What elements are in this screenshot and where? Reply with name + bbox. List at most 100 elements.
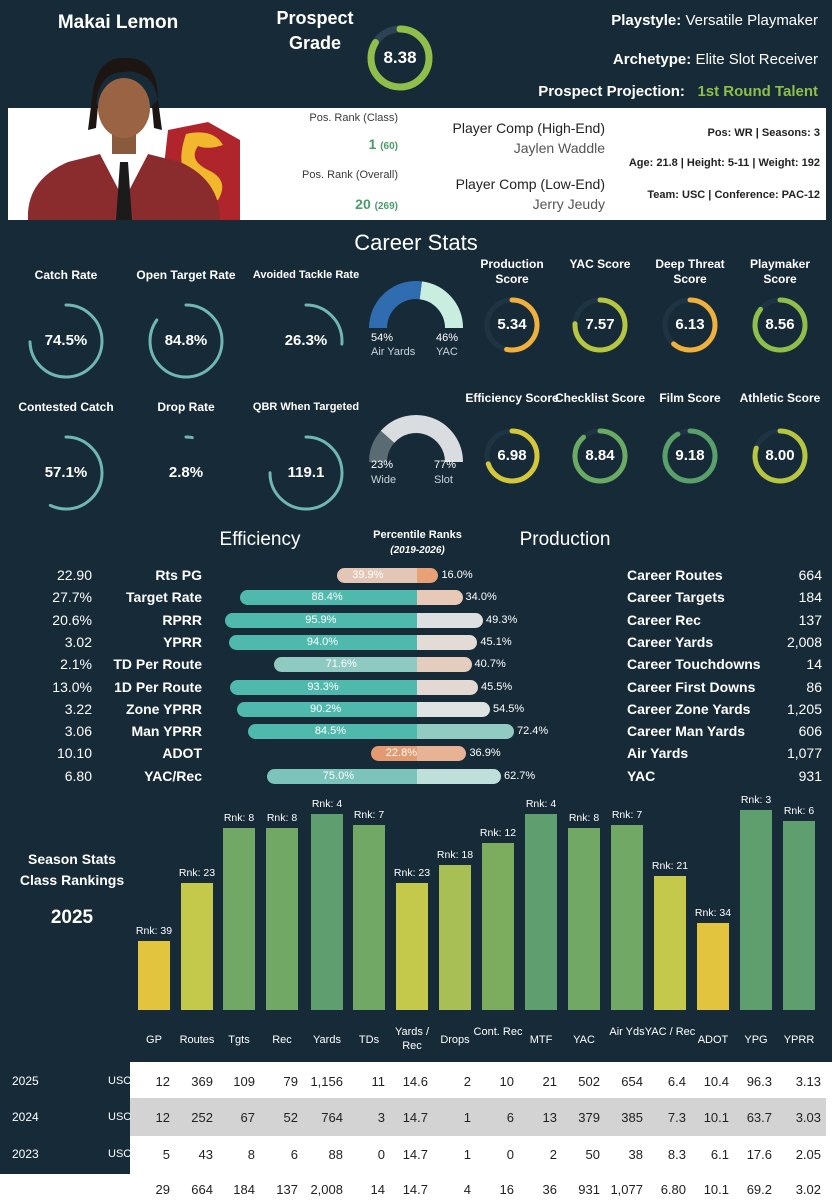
season-table-cell: 13 xyxy=(542,1110,557,1125)
production-pct-label: 45.1% xyxy=(480,635,512,648)
score-ring-arc xyxy=(572,428,628,484)
rank-bar xyxy=(223,828,255,1010)
production-pct-bar xyxy=(417,768,502,784)
rank-bar-label: Rnk: 7 xyxy=(353,808,385,821)
production-value: 137 xyxy=(798,611,822,628)
efficiency-value: 6.80 xyxy=(64,767,92,784)
season-table-cell: 385 xyxy=(621,1110,643,1125)
season-column-header: YAC xyxy=(573,1034,595,1046)
efficiency-label: Target Rate xyxy=(126,589,202,606)
score-ring-value: 6.98 xyxy=(497,447,527,464)
efficiency-pct-label: 93.3% xyxy=(307,680,339,693)
season-table-cell: 10.1 xyxy=(703,1110,729,1125)
pos-rank-class: 1 (60) xyxy=(268,136,398,152)
production-value: 931 xyxy=(798,767,822,784)
production-title: Production xyxy=(519,529,611,550)
season-table-cell: 67 xyxy=(240,1110,255,1125)
rank-bar-label: Rnk: 8 xyxy=(568,812,600,825)
pos-rank-overall: 20 (269) xyxy=(268,196,398,212)
score-ring-label: Deep Threat Score xyxy=(655,257,725,286)
percentile-subtitle: (2019-2026) xyxy=(390,545,445,556)
season-table-cell: 764 xyxy=(321,1110,343,1125)
production-pct-label: 72.4% xyxy=(517,725,549,738)
efficiency-pct-bar xyxy=(236,701,417,717)
efficiency-label: Man YPRR xyxy=(131,723,202,740)
season-table-cell: 14.7 xyxy=(402,1147,428,1162)
career-ring-value: 2.8% xyxy=(168,464,204,481)
rank-bar xyxy=(654,875,686,1010)
season-table-cell: 6.4 xyxy=(667,1074,686,1089)
season-table-cell: 6 xyxy=(506,1110,514,1125)
efficiency-pct-label: 95.9% xyxy=(305,613,337,626)
career-ring-label: Drop Rate xyxy=(157,400,215,414)
efficiency-label: YPRR xyxy=(163,633,202,650)
efficiency-pct-bar xyxy=(230,679,417,695)
rank-bar xyxy=(697,923,729,1010)
split1-right-label: YAC xyxy=(436,346,458,358)
air-yac-split-gauge xyxy=(369,281,463,329)
season-table-cell: 3 xyxy=(377,1110,385,1125)
season-row-year: 2025 xyxy=(12,1074,39,1088)
season-table-cell: 1,156 xyxy=(310,1074,343,1089)
season-table-cell: 4 xyxy=(463,1182,471,1197)
efficiency-value: 20.6% xyxy=(52,611,92,628)
production-value: 14 xyxy=(806,656,822,673)
pos-rank-class-label: Pos. Rank (Class) xyxy=(309,112,398,124)
rank-bar xyxy=(138,941,170,1010)
season-column-header: Rec xyxy=(272,1034,292,1046)
rank-bar xyxy=(740,810,772,1010)
production-pct-bar xyxy=(417,634,478,650)
efficiency-label: ADOT xyxy=(162,745,202,762)
production-pct-bar xyxy=(417,612,484,628)
season-table-cell: 502 xyxy=(578,1074,600,1089)
season-column-header: Yards xyxy=(313,1034,341,1046)
rank-bar xyxy=(568,828,600,1010)
production-pct-label: 54.5% xyxy=(493,702,525,715)
efficiency-pct-bar xyxy=(371,746,417,762)
rank-bar xyxy=(266,828,298,1010)
career-ring-arc xyxy=(148,435,224,511)
season-table-cell: 3.03 xyxy=(795,1110,821,1125)
production-pct-bar xyxy=(417,746,467,762)
split2-left-pct: 23% xyxy=(371,459,394,471)
efficiency-value: 2.1% xyxy=(60,656,92,673)
score-ring-label: YAC Score xyxy=(569,257,631,271)
season-table-cell: 36 xyxy=(542,1182,557,1197)
season-row-team: USC xyxy=(108,1111,132,1123)
season-column-header: Yards / Rec xyxy=(394,1026,430,1052)
score-ring-arc xyxy=(572,297,628,353)
season-table-cell: 29 xyxy=(155,1182,170,1197)
score-ring xyxy=(662,428,718,484)
career-ring-value: 84.8% xyxy=(164,332,208,349)
season-title-line2: Class Rankings xyxy=(19,872,125,888)
season-career-row-bg xyxy=(0,1174,832,1200)
info-pos-seasons: Pos: WR | Seasons: 3 xyxy=(707,127,821,139)
career-ring xyxy=(28,435,104,511)
rank-bar-label: Rnk: 4 xyxy=(311,797,343,810)
career-ring-arc xyxy=(268,435,344,511)
season-table-cell: 184 xyxy=(233,1182,255,1197)
archetype-label: Archetype: xyxy=(612,51,692,68)
career-ring-arc xyxy=(28,435,104,511)
rank-bar-label: Rnk: 12 xyxy=(479,826,517,839)
career-ring xyxy=(148,303,224,379)
info-team-conference: Team: USC | Conference: PAC-12 xyxy=(647,189,820,201)
season-table-cell: 63.7 xyxy=(746,1110,772,1125)
efficiency-label: RPRR xyxy=(162,611,202,628)
production-value: 1,205 xyxy=(786,700,822,717)
percentile-title: Percentile Ranks xyxy=(373,529,462,541)
split1-left-label: Air Yards xyxy=(371,346,416,358)
season-table-cell: 6.1 xyxy=(710,1147,729,1162)
score-ring xyxy=(572,297,628,353)
season-table-cell: 43 xyxy=(198,1147,213,1162)
season-year: 2025 xyxy=(50,907,94,928)
season-table-cell: 379 xyxy=(578,1110,600,1125)
season-table-cell: 252 xyxy=(191,1110,213,1125)
efficiency-pct-label: 88.4% xyxy=(311,591,343,604)
production-label: Career Yards xyxy=(627,633,714,650)
score-ring xyxy=(572,428,628,484)
rank-bar-label: Rnk: 4 xyxy=(525,797,557,810)
split2-right-label: Slot xyxy=(434,474,453,486)
season-table-cell: 12 xyxy=(155,1074,170,1089)
career-ring xyxy=(28,303,104,379)
